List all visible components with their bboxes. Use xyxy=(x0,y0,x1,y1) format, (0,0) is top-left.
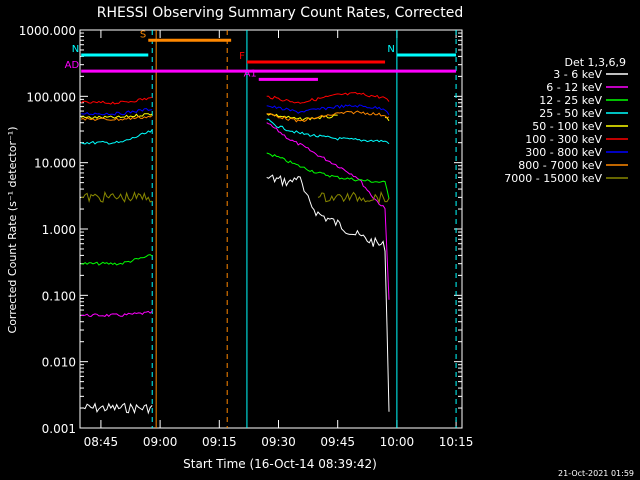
flag-label: A1 xyxy=(244,68,257,79)
legend-label: 300 - 800 keV xyxy=(525,146,602,159)
plot-frame xyxy=(79,29,463,429)
series-line xyxy=(81,175,456,413)
flag-label: N xyxy=(387,44,394,55)
series-line xyxy=(81,153,456,265)
series-line xyxy=(81,93,456,105)
legend-label: 12 - 25 keV xyxy=(539,94,602,107)
legend-label: 50 - 100 keV xyxy=(532,120,602,133)
y-tick-label: 0.010 xyxy=(42,356,76,370)
legend-label: 100 - 300 keV xyxy=(525,133,602,146)
y-tick-label: 0.001 xyxy=(42,422,76,436)
series-line xyxy=(81,111,456,122)
x-tick-label: 09:15 xyxy=(202,435,237,449)
y-tick-label: 10.000 xyxy=(34,157,76,171)
flag-label: S xyxy=(140,29,146,40)
legend-label: 3 - 6 keV xyxy=(553,68,602,81)
legend-label: 800 - 7000 keV xyxy=(518,159,602,172)
flag-label: AD xyxy=(65,60,80,71)
x-tick-label: 09:45 xyxy=(320,435,355,449)
plot-area: 1000.000 100.000 10.000 1.000 0.100 0.010 0.00… xyxy=(19,24,474,449)
x-axis-label: Start Time (16-Oct-14 08:39:42) xyxy=(183,457,377,471)
legend-label: 6 - 12 keV xyxy=(546,81,602,94)
series-line xyxy=(81,119,456,144)
y-tick-label: 1.000 xyxy=(42,223,76,237)
flag-label: N xyxy=(72,44,79,55)
x-tick-label: 09:30 xyxy=(261,435,296,449)
legend-title: Det 1,3,6,9 xyxy=(564,56,626,69)
x-tick-label: 10:15 xyxy=(439,435,474,449)
y-tick-label: 1000.000 xyxy=(19,24,76,38)
x-tick-label: 10:00 xyxy=(380,435,415,449)
legend-label: 7000 - 15000 keV xyxy=(504,172,602,185)
y-axis-label: Corrected Count Rate (s⁻¹ detector⁻¹) xyxy=(6,127,19,334)
y-tick-label: 0.100 xyxy=(42,289,76,303)
timestamp: 21-Oct-2021 01:59 xyxy=(558,469,634,478)
y-tick-label: 100.000 xyxy=(26,90,76,104)
series-line xyxy=(81,192,456,202)
legend-label: 25 - 50 keV xyxy=(539,107,602,120)
x-tick-label: 08:45 xyxy=(84,435,119,449)
flag-label: F xyxy=(239,51,245,62)
chart-title: RHESSI Observing Summary Count Rates, Co… xyxy=(97,5,463,21)
series-line xyxy=(81,123,456,317)
x-tick-label: 09:00 xyxy=(143,435,178,449)
